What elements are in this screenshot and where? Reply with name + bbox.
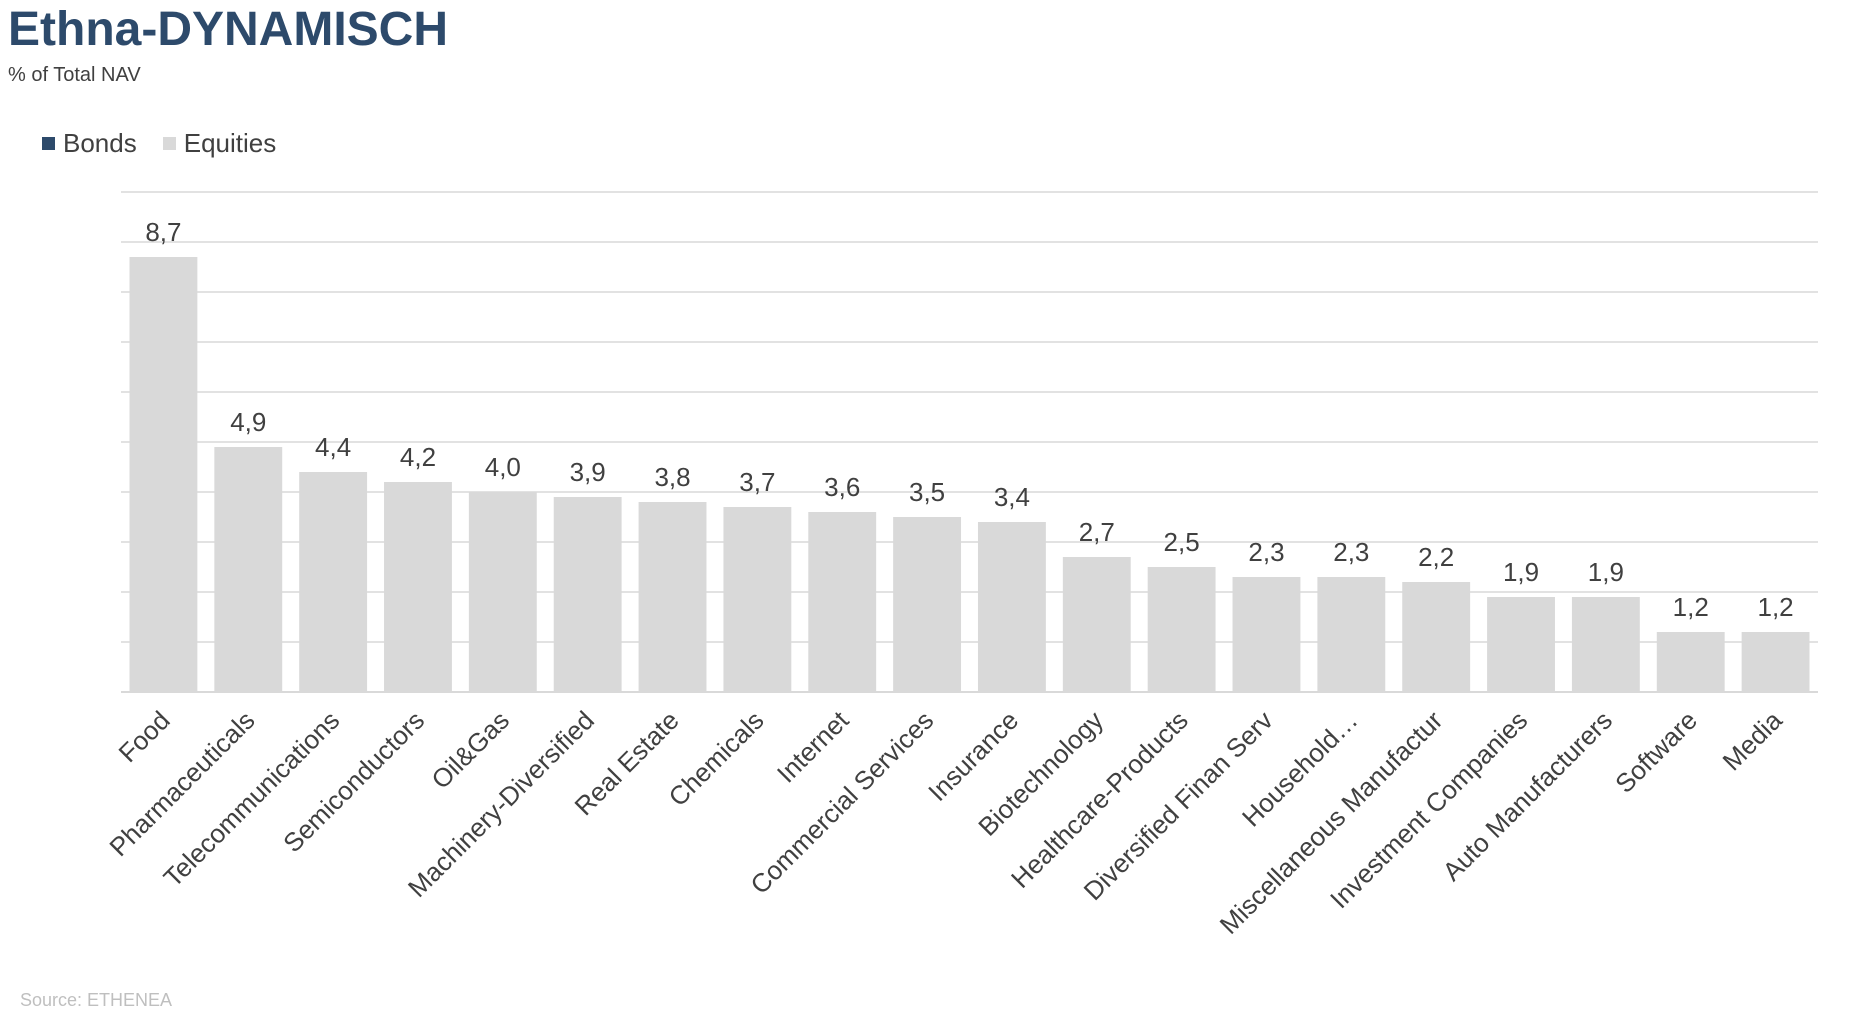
data-label-3: 4,2 (400, 442, 436, 472)
x-tick-label-19: Media (1717, 705, 1789, 777)
legend: Bonds Equities (42, 128, 302, 159)
legend-item-bonds: Bonds (42, 128, 137, 159)
bar-7 (723, 507, 792, 692)
bar-19 (1741, 632, 1810, 692)
data-label-4: 4,0 (485, 452, 521, 482)
x-tick-label-17: Auto Manufacturers (1436, 705, 1618, 887)
x-tick-label-18: Software (1609, 705, 1703, 799)
legend-label-equities: Equities (183, 128, 277, 158)
bar-5 (553, 497, 622, 692)
data-label-12: 2,5 (1164, 527, 1200, 557)
data-label-13: 2,3 (1248, 537, 1284, 567)
bar-13 (1232, 577, 1301, 692)
data-label-14: 2,3 (1333, 537, 1369, 567)
data-label-11: 2,7 (1079, 517, 1115, 547)
bar-2 (299, 472, 368, 692)
bar-12 (1147, 567, 1216, 692)
data-label-5: 3,9 (570, 457, 606, 487)
legend-item-equities: Equities (162, 128, 277, 159)
bar-3 (384, 482, 452, 692)
data-label-9: 3,5 (909, 477, 945, 507)
bar-15 (1402, 582, 1471, 692)
source-note: Source: ETHENEA (20, 990, 173, 1010)
x-tick-label-8: Internet (771, 704, 855, 788)
data-label-16: 1,9 (1503, 557, 1539, 587)
bar-6 (638, 502, 707, 692)
bar-4 (468, 492, 537, 692)
data-label-17: 1,9 (1588, 557, 1624, 587)
data-label-6: 3,8 (654, 462, 690, 492)
bar-18 (1656, 632, 1725, 692)
data-label-18: 1,2 (1673, 592, 1709, 622)
data-label-19: 1,2 (1757, 592, 1793, 622)
x-tick-label-0: Food (113, 705, 176, 768)
bar-14 (1317, 577, 1386, 692)
chart-title: Ethna-DYNAMISCH (8, 3, 448, 56)
chart-subtitle: % of Total NAV (8, 64, 141, 86)
bar-1 (214, 447, 283, 692)
legend-label-bonds: Bonds (63, 128, 137, 158)
data-label-0: 8,7 (145, 217, 181, 247)
bar-10 (977, 522, 1046, 692)
x-tick-label-1: Pharmaceuticals (103, 705, 260, 862)
bar-17 (1571, 597, 1640, 692)
bar-8 (808, 512, 877, 692)
bar-11 (1062, 557, 1131, 692)
data-label-8: 3,6 (824, 472, 860, 502)
legend-swatch-bonds (42, 137, 55, 150)
data-label-10: 3,4 (994, 482, 1030, 512)
data-label-2: 4,4 (315, 432, 351, 462)
data-label-1: 4,9 (230, 407, 266, 437)
data-label-7: 3,7 (739, 467, 775, 497)
bar-9 (893, 517, 962, 692)
legend-swatch-equities (162, 137, 176, 150)
bar-0 (129, 257, 198, 692)
bar-16 (1487, 597, 1555, 692)
data-label-15: 2,2 (1418, 542, 1454, 572)
